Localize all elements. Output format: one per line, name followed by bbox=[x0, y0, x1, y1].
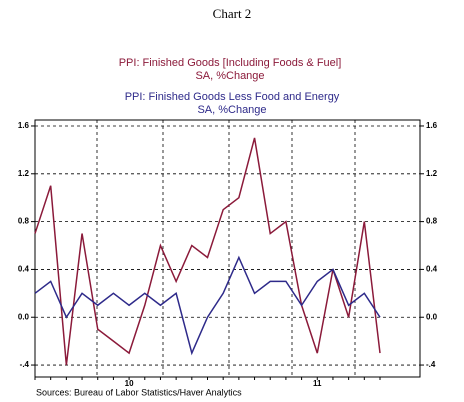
series-line bbox=[34, 137, 381, 366]
y-tick-label-right: 1.6 bbox=[426, 121, 438, 130]
y-tick-label-right: 1.2 bbox=[426, 169, 438, 178]
subtitle: SA, %Change bbox=[195, 70, 264, 82]
chart-title: Chart 2 bbox=[213, 6, 252, 21]
subtitle: PPI: Finished Goods [Including Foods & F… bbox=[119, 57, 342, 69]
y-tick-label: 0.8 bbox=[18, 217, 30, 226]
plot-frame bbox=[34, 119, 421, 378]
y-tick-label: 1.2 bbox=[18, 169, 30, 178]
x-tick-label: 11 bbox=[313, 379, 322, 388]
y-tick-label: 0.0 bbox=[18, 312, 30, 321]
y-tick-label-right: 0.8 bbox=[426, 217, 438, 226]
y-tick-label-right: 0.0 bbox=[426, 312, 438, 321]
series-line bbox=[34, 255, 381, 356]
subtitle: PPI: Finished Goods Less Food and Energy bbox=[125, 91, 340, 103]
y-tick-label: -.4 bbox=[20, 360, 30, 369]
subtitle: SA, %Change bbox=[197, 104, 266, 116]
x-tick-label: 10 bbox=[125, 379, 134, 388]
y-tick-label: 1.6 bbox=[18, 121, 30, 130]
source: Sources: Bureau of Labor Statistics/Have… bbox=[36, 387, 242, 397]
y-tick-label: 0.4 bbox=[18, 265, 30, 274]
y-tick-label-right: 0.4 bbox=[426, 265, 438, 274]
x-grid bbox=[96, 120, 356, 377]
y-tick-label-right: -.4 bbox=[426, 360, 436, 369]
